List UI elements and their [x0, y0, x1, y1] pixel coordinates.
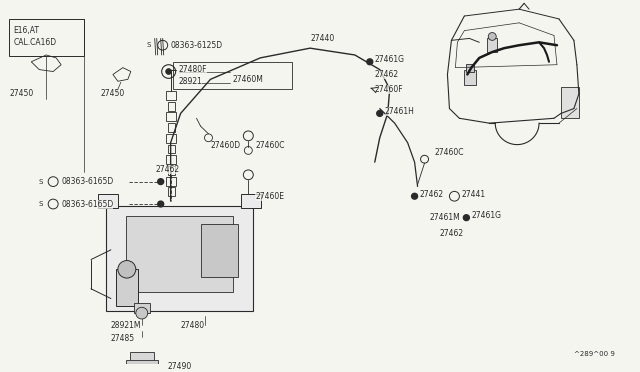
Bar [166, 155, 175, 164]
Circle shape [463, 215, 469, 221]
Bar [467, 64, 474, 71]
Text: ^289^00 9: ^289^00 9 [574, 351, 615, 357]
Text: 08363-6165D: 08363-6165D [61, 177, 113, 186]
Bar [465, 70, 476, 85]
Bar [561, 87, 579, 118]
Bar [126, 360, 157, 372]
Bar [200, 224, 238, 277]
Bar [10, 19, 84, 56]
Bar [166, 112, 175, 121]
Bar [106, 206, 253, 311]
Circle shape [488, 33, 496, 40]
Text: 27450: 27450 [101, 89, 125, 99]
Text: 08363-6165D: 08363-6165D [61, 199, 113, 209]
Circle shape [412, 193, 417, 199]
Text: 27450: 27450 [10, 89, 34, 99]
Text: 27460D: 27460D [211, 141, 241, 150]
Bar [130, 370, 154, 372]
Text: S: S [147, 42, 151, 48]
Text: 27461M: 27461M [429, 213, 460, 222]
Bar [168, 102, 175, 110]
Text: 27462: 27462 [375, 70, 399, 79]
Bar [166, 91, 175, 100]
Circle shape [367, 59, 372, 65]
Text: 27460C: 27460C [255, 141, 285, 150]
Text: CAL.CA16D: CAL.CA16D [13, 38, 56, 47]
Bar [130, 352, 154, 362]
Text: 28921M: 28921M [111, 321, 141, 330]
Bar [168, 145, 175, 153]
Bar [168, 123, 175, 132]
Text: 27460M: 27460M [232, 75, 263, 84]
Bar [166, 177, 175, 186]
Text: E16,AT: E16,AT [13, 26, 39, 35]
Text: 28921: 28921 [179, 77, 202, 86]
Circle shape [118, 260, 136, 278]
Bar [241, 194, 261, 208]
Bar [116, 269, 138, 306]
Text: 27462: 27462 [440, 229, 463, 238]
Circle shape [157, 201, 164, 207]
Circle shape [166, 68, 172, 74]
Text: 27485: 27485 [111, 334, 135, 343]
Text: 27460F: 27460F [375, 84, 403, 94]
Bar [168, 166, 175, 175]
Bar [126, 216, 234, 292]
Circle shape [377, 110, 383, 116]
Text: 27480: 27480 [180, 321, 205, 330]
Text: 27490: 27490 [168, 362, 192, 371]
Text: 27462: 27462 [420, 190, 444, 199]
Circle shape [136, 307, 148, 319]
Text: 27460C: 27460C [435, 148, 464, 157]
Text: S: S [39, 179, 44, 185]
Text: 27441: 27441 [461, 190, 486, 199]
Bar [98, 194, 118, 208]
Text: 27460E: 27460E [255, 192, 284, 201]
Text: 27461G: 27461G [471, 211, 501, 220]
Bar [166, 134, 175, 142]
Bar [168, 187, 175, 196]
Text: 08363-6125D: 08363-6125D [171, 41, 223, 50]
Bar [173, 62, 292, 89]
Text: 27440: 27440 [310, 34, 334, 43]
Text: 27462: 27462 [156, 166, 180, 174]
Bar [134, 304, 150, 313]
Text: 27480F: 27480F [179, 65, 207, 74]
Text: S: S [39, 201, 44, 207]
Text: 27461G: 27461G [375, 55, 404, 64]
Circle shape [157, 179, 164, 185]
Bar [487, 38, 497, 52]
Text: 27461H: 27461H [385, 107, 415, 116]
